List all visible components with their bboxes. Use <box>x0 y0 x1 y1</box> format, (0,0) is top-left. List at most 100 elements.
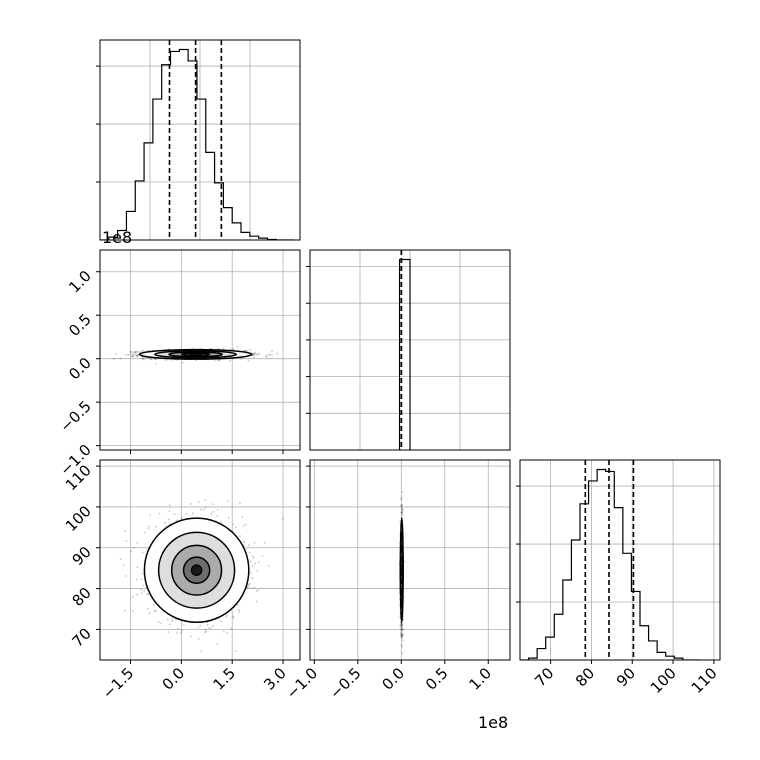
scatter-point <box>197 626 200 629</box>
scatter-point <box>199 624 202 627</box>
scatter-point <box>131 355 134 358</box>
scatter-point <box>227 500 229 503</box>
scatter-point <box>232 523 235 526</box>
scatter-point <box>130 550 133 553</box>
scatter-point <box>212 510 215 513</box>
scatter-point <box>234 650 237 653</box>
scatter-point <box>202 508 205 511</box>
scatter-point <box>252 356 255 359</box>
scatter-point <box>401 652 404 655</box>
scatter-point <box>400 635 403 637</box>
density-core <box>189 352 202 356</box>
scatter-point <box>265 355 268 358</box>
scatter-point <box>127 353 130 356</box>
panel-area <box>100 250 300 450</box>
scatter-point <box>400 511 403 514</box>
scatter-point <box>168 504 171 507</box>
scatter-point <box>276 352 278 355</box>
scatter-point <box>401 508 404 511</box>
x-tick-label: 1.0 <box>465 664 495 694</box>
scatter-point <box>124 354 127 356</box>
y-tick-label: 70 <box>69 624 95 650</box>
scatter-point <box>254 351 257 354</box>
axes-frame <box>99 249 301 451</box>
scatter-point <box>167 631 170 634</box>
scatter-point <box>236 603 239 606</box>
scatter-point <box>142 551 144 554</box>
scatter-point <box>401 622 403 625</box>
scatter-point <box>166 618 169 621</box>
scatter-point <box>401 491 404 493</box>
scatter-point <box>237 608 240 611</box>
scatter-point <box>204 631 207 634</box>
scatter-point <box>253 353 255 356</box>
scatter-point <box>171 617 174 620</box>
x-tick-label: 90 <box>613 664 639 690</box>
panel-area <box>310 250 510 450</box>
scatter-point <box>141 572 144 575</box>
scatter-point <box>257 589 260 592</box>
scatter-point <box>214 359 217 362</box>
panel-hist-2: 70 80 90 100 110 <box>516 459 721 697</box>
y-tick-label: 0.5 <box>65 310 95 340</box>
scatter-point <box>400 627 403 630</box>
scatter-point <box>249 560 252 563</box>
scatter-point <box>401 628 404 631</box>
scatter-point <box>250 587 253 590</box>
scatter-point <box>265 355 268 357</box>
scatter-point <box>401 508 404 510</box>
scatter-point <box>400 624 403 626</box>
axes-frame <box>519 459 721 661</box>
scatter-point <box>401 645 404 648</box>
scatter-point <box>139 350 142 353</box>
panel-area <box>100 40 300 240</box>
scatter-point <box>222 347 225 350</box>
x-tick-label: 100 <box>647 664 680 697</box>
scatter-point <box>253 586 256 589</box>
scatter-point <box>158 512 161 515</box>
scatter-point <box>119 357 122 360</box>
density-core <box>190 564 203 577</box>
panel-hist-0 <box>96 39 301 241</box>
scatter-point <box>400 632 402 635</box>
scatter-point <box>401 628 404 631</box>
scatter-point <box>132 596 134 598</box>
scatter-point <box>401 625 404 628</box>
scatter-point <box>175 618 177 621</box>
scatter-point <box>154 358 157 361</box>
scatter-point <box>133 350 136 353</box>
scatter-point <box>204 506 207 509</box>
scatter-point <box>402 628 405 631</box>
scatter-point <box>225 614 228 617</box>
scatter-point <box>239 535 241 537</box>
scatter-point <box>141 349 144 352</box>
scatter-point <box>263 541 266 544</box>
scatter-point <box>216 642 219 645</box>
x-tick-label: 70 <box>531 664 557 690</box>
scatter-point <box>402 618 405 621</box>
scatter-point <box>267 565 270 567</box>
scatter-point <box>208 627 210 630</box>
scatter-point <box>147 527 150 530</box>
scatter-point <box>401 636 404 639</box>
scatter-point <box>401 639 404 642</box>
y-tick-label: 80 <box>69 584 95 610</box>
scatter-point <box>180 629 183 632</box>
scatter-point <box>157 621 160 624</box>
offset-label-1e8-y: 1e8 <box>102 228 132 247</box>
scatter-point <box>181 361 184 364</box>
scatter-point <box>400 629 403 632</box>
scatter-point <box>160 622 163 625</box>
scatter-point <box>216 515 219 518</box>
panel-area <box>310 460 510 660</box>
scatter-point <box>399 627 402 630</box>
panel-scatter-2-1: −1.0 −0.5 0.0 0.5 1.0 <box>283 459 511 703</box>
axes-frame <box>99 39 301 241</box>
scatter-point <box>125 539 128 542</box>
scatter-point <box>148 612 151 614</box>
scatter-point <box>248 583 250 586</box>
scatter-point <box>255 590 258 592</box>
panel-hist-1 <box>306 249 511 451</box>
scatter-point <box>135 578 138 581</box>
scatter-point <box>281 517 284 520</box>
